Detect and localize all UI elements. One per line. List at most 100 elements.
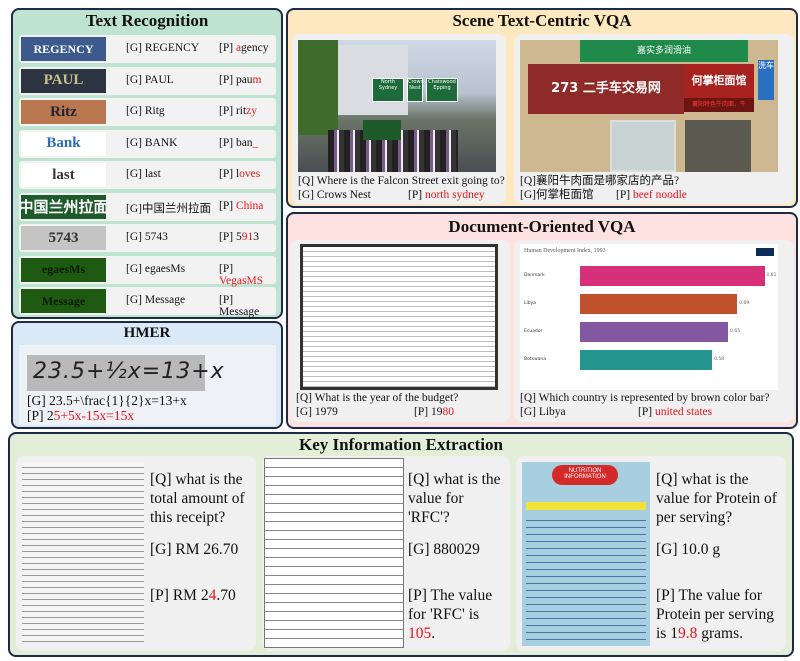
word-image: PAUL	[21, 68, 106, 93]
bar-value-label: 0.69	[739, 301, 750, 306]
question: [Q] What is the year of the budget?	[296, 392, 459, 404]
hmer-card: 23.5+½x=13+x [G] 23.5+\frac{1}{2}x=13+x …	[19, 345, 276, 425]
ground-truth: [G] RM 26.70	[150, 541, 239, 558]
road-sign: Crows Nest	[407, 78, 423, 102]
example-card: [Q] What is the year of the budget? [G] …	[290, 240, 510, 422]
bar-value-label: 0.81	[766, 273, 777, 278]
prediction: [P] ban_	[219, 136, 259, 149]
document-vqa-panel: Document-Oriented VQA [Q] What is the ye…	[286, 212, 798, 429]
question: [Q] what is the total amount of this rec…	[150, 471, 245, 526]
embedded-chart-title: Human Development Index, 1993	[524, 248, 606, 254]
hmer-panel: HMER 23.5+½x=13+x [G] 23.5+\frac{1}{2}x=…	[11, 321, 283, 429]
word-image: Message	[21, 289, 106, 313]
prediction: [P] RM 24.70	[150, 587, 236, 604]
question: [Q] Which country is represented by brow…	[520, 392, 770, 404]
example-card: [Q] what is the total amount of this rec…	[16, 456, 256, 651]
question: [Q] what is the value for Protein of per…	[656, 471, 777, 526]
text-recognition-panel: Text Recognition REGENCY [G] REGENCY [P] a…	[11, 8, 283, 319]
store-sign: 嘉实多润滑油	[580, 40, 748, 62]
panel-title: Scene Text-Centric VQA	[452, 11, 632, 30]
panel-title: HMER	[123, 325, 171, 341]
street-photo: North Sydney Crows Nest Chatswood Epping	[298, 40, 496, 172]
question: [Q] what is the value for 'RFC'?	[408, 471, 501, 526]
prediction: [P] 5913	[219, 231, 259, 243]
ground-truth: [G] egaesMs	[126, 262, 186, 275]
receipt-image	[22, 462, 144, 642]
prediction: [P] loves	[219, 168, 261, 180]
bar-value-label: 0.65	[730, 329, 741, 334]
recognition-row: egaesMs [G] egaesMs [P] VegasMS	[19, 255, 276, 287]
example-card: Human Development Index, 1993 Denmark 0.8…	[514, 240, 794, 422]
road-sign: Chatswood Epping	[426, 78, 458, 102]
question: [Q]襄阳牛肉面是哪家店的产品?	[520, 175, 680, 187]
prediction: [P] 25+5x-15x=15x	[27, 408, 135, 423]
word-image: 5743	[21, 226, 106, 250]
store-sign: 何掌柜面馆	[684, 64, 754, 98]
recognition-row: Message [G] Message [P] Message	[19, 287, 276, 318]
handwritten-formula-image: 23.5+½x=13+x	[27, 355, 224, 391]
word-image: Ritz	[21, 100, 106, 124]
example-card: [Q] what is the value for 'RFC'? [G] 880…	[262, 456, 510, 651]
word-image: REGENCY	[21, 37, 106, 61]
budget-document-image	[300, 244, 498, 390]
nutrition-label-image: NUTRITION INFORMATION	[522, 462, 650, 646]
word-image: Bank	[21, 131, 106, 156]
key-information-extraction-panel: Key Information Extraction [Q] what is t…	[8, 432, 794, 657]
panel-title: Document-Oriented VQA	[448, 217, 636, 236]
prediction: [P] agency	[219, 42, 269, 54]
prediction: [P] united states	[638, 406, 713, 418]
bar	[580, 266, 765, 286]
ground-truth: [G] PAUL	[126, 73, 174, 86]
ground-truth: [G] 880029	[408, 541, 480, 558]
bar-category-label: Botswana	[524, 357, 546, 362]
example-card: 嘉实多润滑油 273 二手车交易网 何掌柜面馆 襄阳特色牛肉面、牛 洗车 [Q]…	[514, 34, 794, 204]
ground-truth: [G]中国兰州拉面	[126, 202, 211, 215]
recognition-row: PAUL [G] PAUL [P] paum	[19, 66, 276, 95]
example-card: NUTRITION INFORMATION [Q] what is the va…	[516, 456, 786, 651]
scene-text-vqa-panel: Scene Text-Centric VQA North Sydney Crow…	[286, 8, 798, 208]
ground-truth: [G] 23.5+\frac{1}{2}x=13+x	[27, 393, 187, 408]
ground-truth: [G] Ritg	[126, 105, 165, 117]
ground-truth: [G] Message	[126, 294, 186, 306]
panel-title: Text Recognition	[85, 11, 209, 30]
word-image: 中国兰州拉面	[21, 194, 106, 219]
ground-truth: [G] Libya	[520, 406, 566, 418]
recognition-row: 中国兰州拉面 [G]中国兰州拉面 [P] China	[19, 192, 276, 221]
recognition-row: Bank [G] BANK [P] ban_	[19, 129, 276, 158]
storefront-photo: 嘉实多润滑油 273 二手车交易网 何掌柜面馆 襄阳特色牛肉面、牛 洗车	[520, 40, 778, 172]
led-sign: 襄阳特色牛肉面、牛	[684, 98, 754, 112]
prediction: [P] beef noodle	[616, 189, 687, 201]
question: [Q] Where is the Falcon Street exit goin…	[298, 175, 505, 187]
bar-chart-image: Human Development Index, 1993 Denmark 0.8…	[520, 244, 778, 390]
word-image: last	[21, 163, 106, 187]
recognition-row: REGENCY [G] REGENCY [P] agency	[19, 35, 276, 63]
prediction: [P] Message	[219, 294, 260, 318]
road-sign: North Sydney	[372, 78, 404, 102]
prediction: [P] 1980	[414, 406, 454, 418]
prediction: [P] ritzy	[219, 105, 258, 117]
bar-category-label: Denmark	[524, 273, 545, 278]
word-image: egaesMs	[21, 257, 106, 282]
prediction: [P] The value for 'RFC' is 105.	[408, 587, 493, 642]
prediction: [P] China	[219, 199, 264, 212]
ground-truth: [G] 5743	[126, 231, 168, 243]
store-sign: 273 二手车交易网	[528, 64, 684, 114]
prediction: [P] The value for Protein per serving is…	[656, 587, 774, 642]
prediction: [P] north sydney	[408, 189, 485, 201]
ground-truth: [G] 1979	[296, 406, 338, 418]
prediction: [P] paum	[219, 73, 262, 86]
bar-category-label: Libya	[524, 301, 537, 306]
ground-truth: [G] BANK	[126, 136, 178, 149]
recognition-row: 5743 [G] 5743 [P] 5913	[19, 224, 276, 252]
bar-value-label: 0.58	[714, 357, 725, 362]
recognition-row: last [G] last [P] loves	[19, 161, 276, 189]
panel-title: Key Information Extraction	[299, 435, 503, 454]
form-document-image	[264, 458, 404, 648]
example-card: North Sydney Crows Nest Chatswood Epping…	[292, 34, 506, 204]
ground-truth: [G] last	[126, 168, 161, 180]
bar	[580, 350, 713, 370]
ground-truth: [G] 10.0 g	[656, 541, 721, 558]
prediction: [P] VegasMS	[219, 262, 264, 287]
nutrition-header: NUTRITION INFORMATION	[552, 465, 618, 485]
bar-category-label: Ecuador	[524, 329, 543, 334]
